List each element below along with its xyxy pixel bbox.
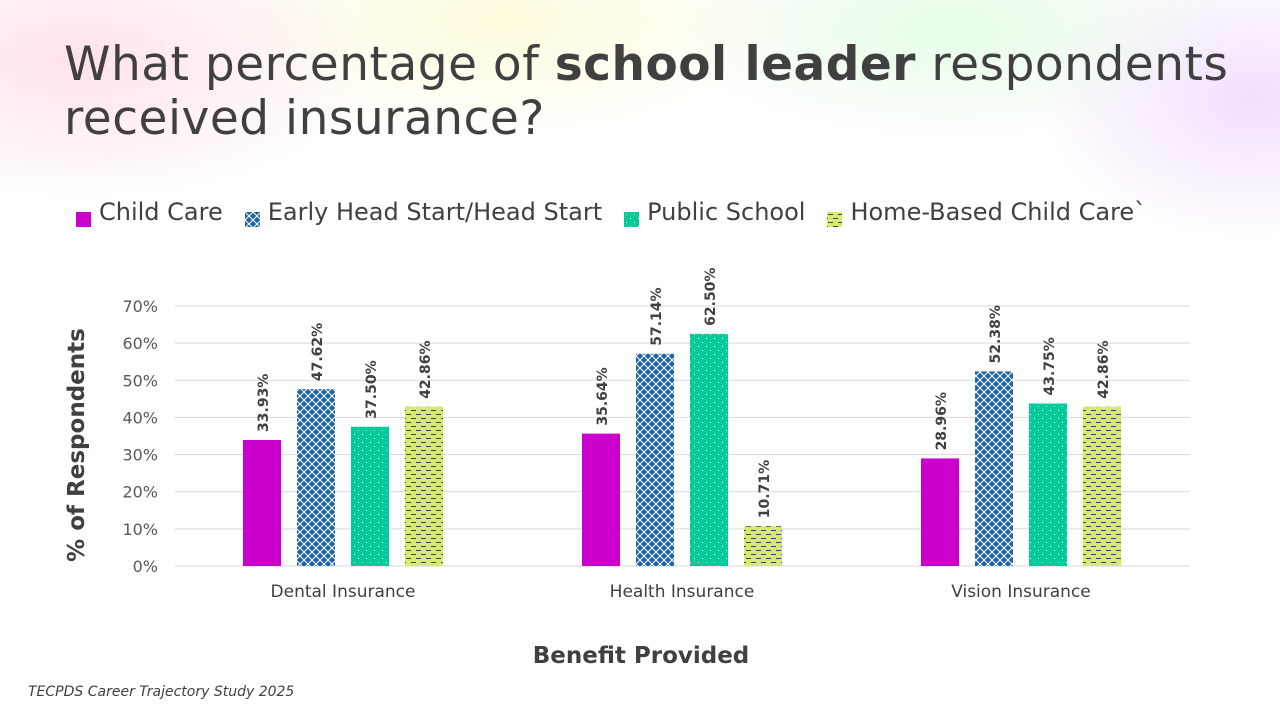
- y-tick-label: 30%: [122, 446, 158, 465]
- data-label: 33.93%: [256, 374, 272, 432]
- bar: [744, 526, 782, 566]
- legend-swatch: [827, 205, 843, 227]
- legend: Child Care Early Head Start/Head Start Pub…: [76, 198, 1147, 227]
- y-tick-label: 60%: [122, 334, 158, 353]
- legend-swatch: [244, 205, 260, 227]
- y-tick-label: 0%: [133, 557, 158, 576]
- data-label: 43.75%: [1042, 337, 1058, 395]
- data-label: 62.50%: [703, 268, 719, 326]
- bar: [690, 333, 728, 566]
- y-tick-label: 70%: [122, 297, 158, 316]
- bar: [351, 426, 389, 566]
- slide-title: What percentage of school leader respond…: [64, 37, 1229, 146]
- data-label: 52.38%: [988, 305, 1004, 363]
- bar: [975, 371, 1013, 566]
- x-axis-title: Benefit Provided: [533, 643, 750, 669]
- data-label: 10.71%: [757, 460, 773, 518]
- y-tick-label: 40%: [122, 408, 158, 427]
- legend-label: Public School: [647, 198, 806, 226]
- data-label: 47.62%: [310, 323, 326, 381]
- legend-swatch: [76, 205, 91, 227]
- legend-item: Home-Based Child Care`: [827, 198, 1147, 227]
- y-tick-label: 20%: [122, 483, 158, 502]
- bar: [405, 406, 443, 566]
- data-label: 42.86%: [1096, 340, 1112, 398]
- legend-item: Early Head Start/Head Start: [244, 198, 603, 227]
- data-label: 57.14%: [649, 287, 665, 345]
- x-tick-label: Dental Insurance: [271, 582, 416, 602]
- bar: [243, 439, 281, 566]
- bar: [636, 353, 674, 566]
- legend-item: Child Care: [76, 198, 223, 227]
- data-label: 42.86%: [418, 340, 434, 398]
- y-tick-label: 50%: [122, 371, 158, 390]
- x-tick-label: Vision Insurance: [951, 582, 1091, 602]
- source-note: TECPDS Career Trajectory Study 2025: [28, 684, 295, 700]
- legend-swatch: [624, 205, 640, 227]
- bar: [1029, 403, 1067, 566]
- bar: [297, 389, 335, 566]
- data-label: 35.64%: [595, 367, 611, 425]
- legend-label: Home-Based Child Care`: [850, 198, 1147, 226]
- legend-label: Child Care: [99, 198, 223, 226]
- y-axis-title: % of Respondents: [64, 328, 90, 562]
- y-tick-label: 10%: [122, 520, 158, 539]
- x-tick-label: Health Insurance: [610, 582, 755, 602]
- bar: [582, 433, 620, 566]
- bar: [921, 458, 959, 566]
- legend-label: Early Head Start/Head Start: [267, 198, 603, 226]
- data-label: 28.96%: [934, 392, 950, 450]
- bar: [1083, 406, 1121, 566]
- data-label: 37.50%: [364, 360, 380, 418]
- legend-item: Public School: [624, 198, 806, 227]
